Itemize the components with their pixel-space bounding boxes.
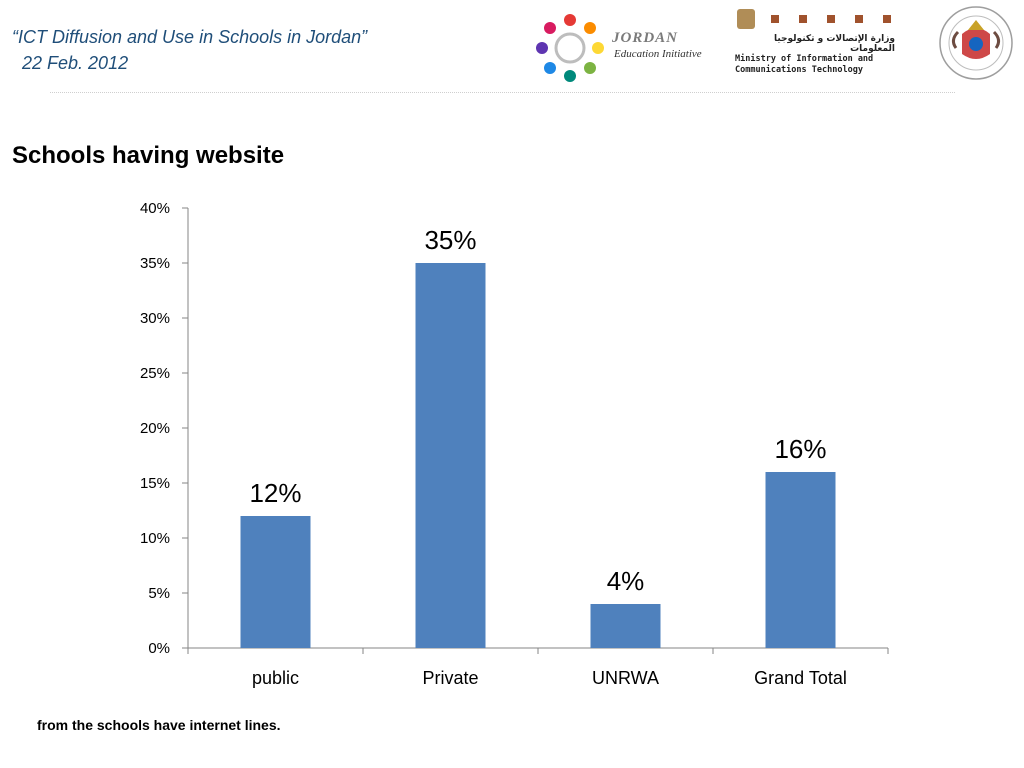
data-label: 35% xyxy=(424,225,476,255)
y-tick-label: 0% xyxy=(148,640,170,657)
y-tick-label: 35% xyxy=(140,255,170,272)
data-label: 16% xyxy=(774,434,826,464)
y-tick-label: 20% xyxy=(140,420,170,437)
ministry-english-name: Ministry of Information and Communicatio… xyxy=(735,54,895,76)
x-tick-label: Grand Total xyxy=(754,668,847,688)
chart-data-labels: 12% 35% 4% 16% xyxy=(249,225,826,596)
jordan-education-initiative-logo: JORDAN Education Initiative xyxy=(530,8,720,88)
presentation-date: 22 Feb. 2012 xyxy=(22,53,129,73)
ministry-logo: وزارة الإتصالات و تكنولوجيا المعلومات Mi… xyxy=(733,6,898,82)
jei-ring-icon xyxy=(536,14,604,82)
y-tick-label: 40% xyxy=(140,200,170,217)
y-tick-label: 5% xyxy=(148,585,170,602)
header-divider xyxy=(50,92,955,93)
bar-unrwa xyxy=(590,604,661,648)
y-tick-label: 10% xyxy=(140,530,170,547)
presentation-title-text: “ICT Diffusion and Use in Schools in Jor… xyxy=(12,27,368,47)
jei-logo-subtitle: Education Initiative xyxy=(614,48,702,60)
y-tick-label: 15% xyxy=(140,475,170,492)
ministry-english-line2: Communications Technology xyxy=(735,65,863,75)
x-tick-label: public xyxy=(252,668,299,688)
x-tick-label: Private xyxy=(422,668,478,688)
bar-private xyxy=(415,263,486,648)
ministry-of-education-seal xyxy=(934,4,1018,82)
chart-bars xyxy=(240,263,836,648)
jei-logo-name: JORDAN xyxy=(612,30,679,46)
ministry-arabic-name: وزارة الإتصالات و تكنولوجيا المعلومات xyxy=(774,34,895,54)
data-label: 12% xyxy=(249,478,301,508)
data-label: 4% xyxy=(607,566,645,596)
bar-grand-total xyxy=(765,472,836,648)
ministry-english-line1: Ministry of Information and xyxy=(735,54,874,64)
y-tick-label: 30% xyxy=(140,310,170,327)
x-tick-label: UNRWA xyxy=(592,668,659,688)
bar-public xyxy=(240,516,311,648)
presentation-title: “ICT Diffusion and Use in Schools in Jor… xyxy=(12,24,472,76)
coat-of-arms-seal-icon xyxy=(939,6,1013,80)
page-title: Schools having website xyxy=(12,142,285,169)
footnote: from the schools have internet lines. xyxy=(37,717,281,733)
y-tick-label: 25% xyxy=(140,365,170,382)
ministry-emblem-icon xyxy=(737,9,891,29)
